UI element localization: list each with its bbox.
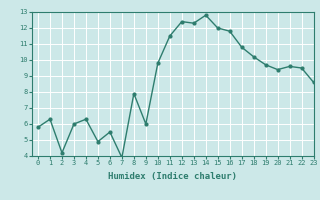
X-axis label: Humidex (Indice chaleur): Humidex (Indice chaleur) — [108, 172, 237, 181]
